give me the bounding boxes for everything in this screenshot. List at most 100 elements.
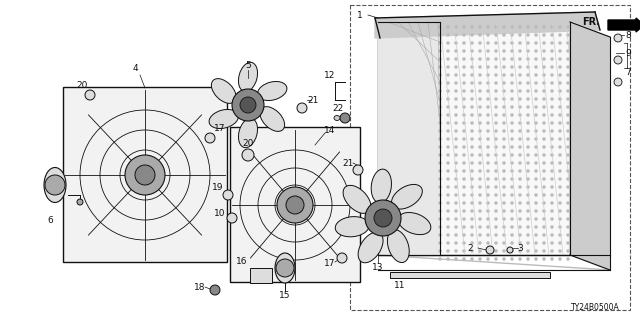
Circle shape [463, 130, 465, 132]
Circle shape [438, 146, 442, 148]
Circle shape [534, 114, 538, 116]
Circle shape [438, 42, 442, 44]
Circle shape [543, 50, 545, 52]
Circle shape [566, 186, 570, 188]
Circle shape [486, 130, 490, 132]
Circle shape [135, 165, 155, 185]
Text: FR.: FR. [582, 17, 600, 27]
Circle shape [534, 234, 538, 236]
Circle shape [486, 194, 490, 196]
Circle shape [447, 130, 449, 132]
FancyArrow shape [608, 18, 640, 32]
Circle shape [534, 122, 538, 124]
Circle shape [527, 226, 529, 228]
Ellipse shape [211, 79, 236, 103]
Circle shape [479, 202, 481, 204]
Circle shape [534, 138, 538, 140]
Circle shape [518, 90, 522, 92]
Circle shape [527, 42, 529, 44]
Circle shape [447, 210, 449, 212]
Text: 14: 14 [324, 125, 336, 134]
Circle shape [527, 50, 529, 52]
Circle shape [550, 26, 554, 28]
Circle shape [454, 210, 458, 212]
Circle shape [470, 90, 474, 92]
Ellipse shape [260, 107, 285, 132]
Circle shape [125, 155, 165, 195]
Circle shape [486, 242, 490, 244]
Circle shape [527, 106, 529, 108]
Circle shape [463, 138, 465, 140]
Circle shape [454, 234, 458, 236]
Circle shape [550, 66, 554, 68]
Circle shape [447, 162, 449, 164]
Circle shape [534, 66, 538, 68]
Circle shape [85, 90, 95, 100]
Circle shape [534, 218, 538, 220]
Bar [63, 87, 227, 262]
Circle shape [502, 154, 506, 156]
Circle shape [518, 218, 522, 220]
Circle shape [438, 194, 442, 196]
Text: 3: 3 [517, 244, 523, 252]
Circle shape [438, 162, 442, 164]
Circle shape [447, 186, 449, 188]
Circle shape [447, 26, 449, 28]
Circle shape [559, 138, 561, 140]
Circle shape [470, 194, 474, 196]
Circle shape [543, 218, 545, 220]
Circle shape [454, 98, 458, 100]
Circle shape [297, 103, 307, 113]
Circle shape [479, 194, 481, 196]
Circle shape [518, 138, 522, 140]
Circle shape [447, 194, 449, 196]
Circle shape [470, 114, 474, 116]
Circle shape [470, 154, 474, 156]
Circle shape [463, 154, 465, 156]
Circle shape [527, 146, 529, 148]
Circle shape [518, 242, 522, 244]
Circle shape [566, 258, 570, 260]
Text: 9: 9 [625, 49, 631, 58]
Circle shape [447, 66, 449, 68]
Circle shape [463, 122, 465, 124]
Circle shape [534, 250, 538, 252]
Circle shape [463, 258, 465, 260]
Circle shape [438, 202, 442, 204]
Circle shape [470, 122, 474, 124]
Circle shape [566, 122, 570, 124]
Circle shape [470, 226, 474, 228]
Circle shape [479, 122, 481, 124]
Circle shape [447, 178, 449, 180]
Circle shape [518, 146, 522, 148]
Circle shape [527, 202, 529, 204]
Circle shape [550, 250, 554, 252]
Circle shape [566, 50, 570, 52]
Circle shape [534, 178, 538, 180]
Circle shape [511, 98, 513, 100]
Circle shape [511, 26, 513, 28]
Ellipse shape [44, 167, 66, 203]
Circle shape [447, 82, 449, 84]
Circle shape [502, 130, 506, 132]
Circle shape [438, 186, 442, 188]
Circle shape [479, 130, 481, 132]
Circle shape [550, 42, 554, 44]
Circle shape [454, 194, 458, 196]
Circle shape [511, 186, 513, 188]
Circle shape [227, 213, 237, 223]
Circle shape [447, 114, 449, 116]
Circle shape [511, 250, 513, 252]
Circle shape [543, 226, 545, 228]
Circle shape [566, 146, 570, 148]
Circle shape [502, 50, 506, 52]
Circle shape [479, 50, 481, 52]
Circle shape [518, 114, 522, 116]
Circle shape [559, 82, 561, 84]
Circle shape [470, 250, 474, 252]
Text: 19: 19 [212, 182, 224, 191]
Circle shape [438, 234, 442, 236]
Circle shape [550, 58, 554, 60]
Circle shape [479, 106, 481, 108]
Circle shape [550, 74, 554, 76]
